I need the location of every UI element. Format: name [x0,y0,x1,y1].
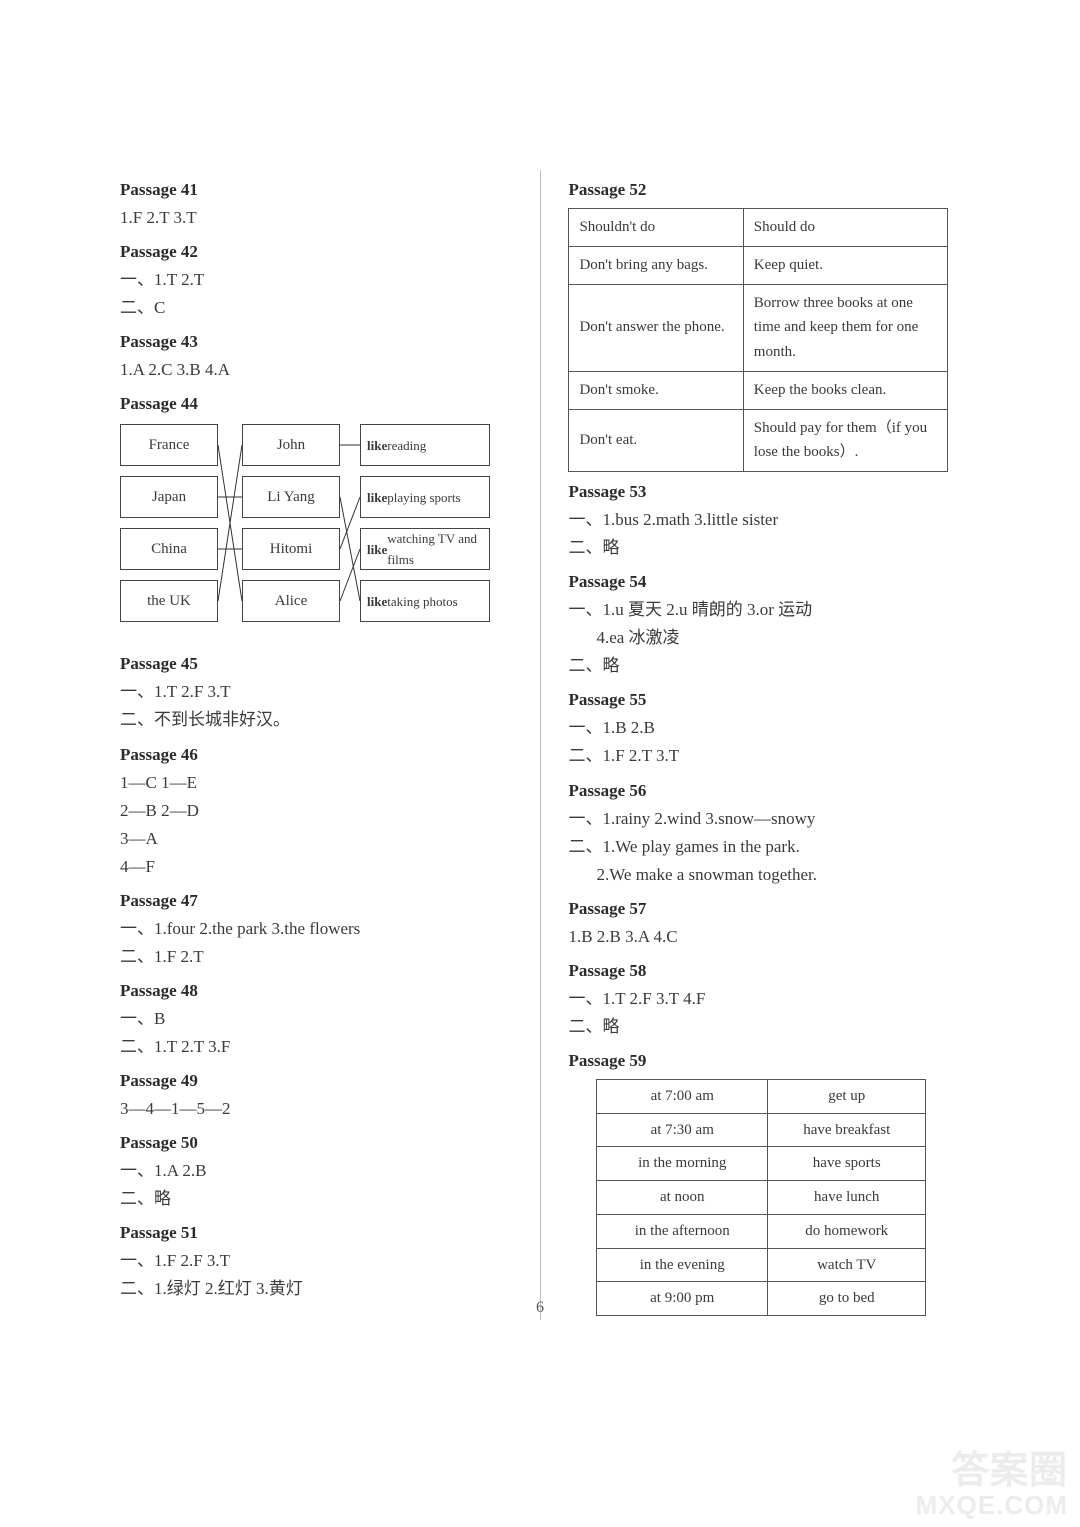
p58-l1: 一、1.T 2.F 3.T 4.F [568,985,960,1013]
page-number: 6 [0,1299,1080,1317]
p46-l4: 4—F [120,853,512,881]
t52-r3c0: Don't eat. [569,409,743,472]
p49-l1: 3—4—1—5—2 [120,1095,512,1123]
t52-r2c1: Keep the books clean. [743,371,948,409]
p57-l1: 1.B 2.B 3.A 4.C [568,923,960,951]
p59-table: at 7:00 amget up at 7:30 amhave breakfas… [596,1079,926,1316]
p44-c3-0: like reading [360,424,490,466]
watermark-l2: MXQE.COM [916,1492,1068,1519]
p47-title: Passage 47 [120,887,512,915]
p58-l2: 二、略 [568,1013,960,1041]
p44-diagram: France Japan China the UK John Li Yang Hitomi… [120,424,490,644]
t59-r3c0: at noon [597,1181,768,1215]
p53-title: Passage 53 [568,478,960,506]
p58-title: Passage 58 [568,957,960,985]
p44-c3-1: like playing sports [360,476,490,518]
p47-l1: 一、1.four 2.the park 3.the flowers [120,915,512,943]
p48-l2: 二、1.T 2.T 3.F [120,1033,512,1061]
t52-r0c0: Don't bring any bags. [569,246,743,284]
t59-r3c1: have lunch [768,1181,926,1215]
t52-r3c1: Should pay for them（if you lose the book… [743,409,948,472]
p44-c3-3: like taking photos [360,580,490,622]
p44-title: Passage 44 [120,390,512,418]
watermark: 答案圈 MXQE.COM [916,1452,1068,1519]
p42-title: Passage 42 [120,238,512,266]
t59-r1c1: have breakfast [768,1113,926,1147]
p45-l1: 一、1.T 2.F 3.T [120,678,512,706]
p44-c1-3: the UK [120,580,218,622]
p52-title: Passage 52 [568,176,960,204]
t52-r1c1: Borrow three books at one time and keep … [743,284,948,371]
p56-l3: 2.We make a snowman together. [568,861,960,889]
p55-title: Passage 55 [568,686,960,714]
t59-r4c0: in the afternoon [597,1214,768,1248]
p54-l2: 4.ea 冰激凌 [568,624,960,652]
p44-c3-2: like watching TV and films [360,528,490,570]
p54-l1: 一、1.u 夏天 2.u 晴朗的 3.or 运动 [568,596,960,624]
p50-l2: 二、略 [120,1185,512,1213]
t59-r5c0: in the evening [597,1248,768,1282]
p45-title: Passage 45 [120,650,512,678]
p55-l1: 一、1.B 2.B [568,714,960,742]
p44-c2-0: John [242,424,340,466]
p51-title: Passage 51 [120,1219,512,1247]
p42-l2: 二、C [120,294,512,322]
p51-l1: 一、1.F 2.F 3.T [120,1247,512,1275]
p43-title: Passage 43 [120,328,512,356]
t59-r4c1: do homework [768,1214,926,1248]
p53-l2: 二、略 [568,534,960,562]
p56-title: Passage 56 [568,777,960,805]
t52-r2c0: Don't smoke. [569,371,743,409]
p54-l3: 二、略 [568,652,960,680]
t52-h1: Should do [743,209,948,247]
p59-title: Passage 59 [568,1047,960,1075]
p48-l1: 一、B [120,1005,512,1033]
p45-l2: 二、不到长城非好汉。 [120,706,512,734]
column-divider [540,170,541,1320]
p50-l1: 一、1.A 2.B [120,1157,512,1185]
p42-l1: 一、1.T 2.T [120,266,512,294]
p46-l2: 2—B 2—D [120,797,512,825]
p57-title: Passage 57 [568,895,960,923]
p48-title: Passage 48 [120,977,512,1005]
t59-r2c0: in the morning [597,1147,768,1181]
p41-title: Passage 41 [120,176,512,204]
p56-l1: 一、1.rainy 2.wind 3.snow—snowy [568,805,960,833]
p41-ans: 1.F 2.T 3.T [120,204,512,232]
watermark-l1: 答案圈 [916,1452,1068,1492]
p43-ans: 1.A 2.C 3.B 4.A [120,356,512,384]
t59-r2c1: have sports [768,1147,926,1181]
p46-title: Passage 46 [120,741,512,769]
p44-c1-1: Japan [120,476,218,518]
page: Passage 41 1.F 2.T 3.T Passage 42 一、1.T … [0,0,1080,1380]
p47-l2: 二、1.F 2.T [120,943,512,971]
p49-title: Passage 49 [120,1067,512,1095]
p44-c1-0: France [120,424,218,466]
p44-c2-3: Alice [242,580,340,622]
p46-l1: 1—C 1—E [120,769,512,797]
p44-c2-2: Hitomi [242,528,340,570]
t59-r0c0: at 7:00 am [597,1079,768,1113]
p44-c1-2: China [120,528,218,570]
t59-r5c1: watch TV [768,1248,926,1282]
p44-c2-1: Li Yang [242,476,340,518]
p52-table: Shouldn't do Should do Don't bring any b… [568,208,948,472]
p50-title: Passage 50 [120,1129,512,1157]
p53-l1: 一、1.bus 2.math 3.little sister [568,506,960,534]
p54-title: Passage 54 [568,568,960,596]
p55-l2: 二、1.F 2.T 3.T [568,742,960,770]
t52-r1c0: Don't answer the phone. [569,284,743,371]
t52-h0: Shouldn't do [569,209,743,247]
t52-r0c1: Keep quiet. [743,246,948,284]
p46-l3: 3—A [120,825,512,853]
left-column: Passage 41 1.F 2.T 3.T Passage 42 一、1.T … [120,170,512,1320]
p56-l2: 二、1.We play games in the park. [568,833,960,861]
t59-r1c0: at 7:30 am [597,1113,768,1147]
t59-r0c1: get up [768,1079,926,1113]
right-column: Passage 52 Shouldn't do Should do Don't … [568,170,960,1320]
